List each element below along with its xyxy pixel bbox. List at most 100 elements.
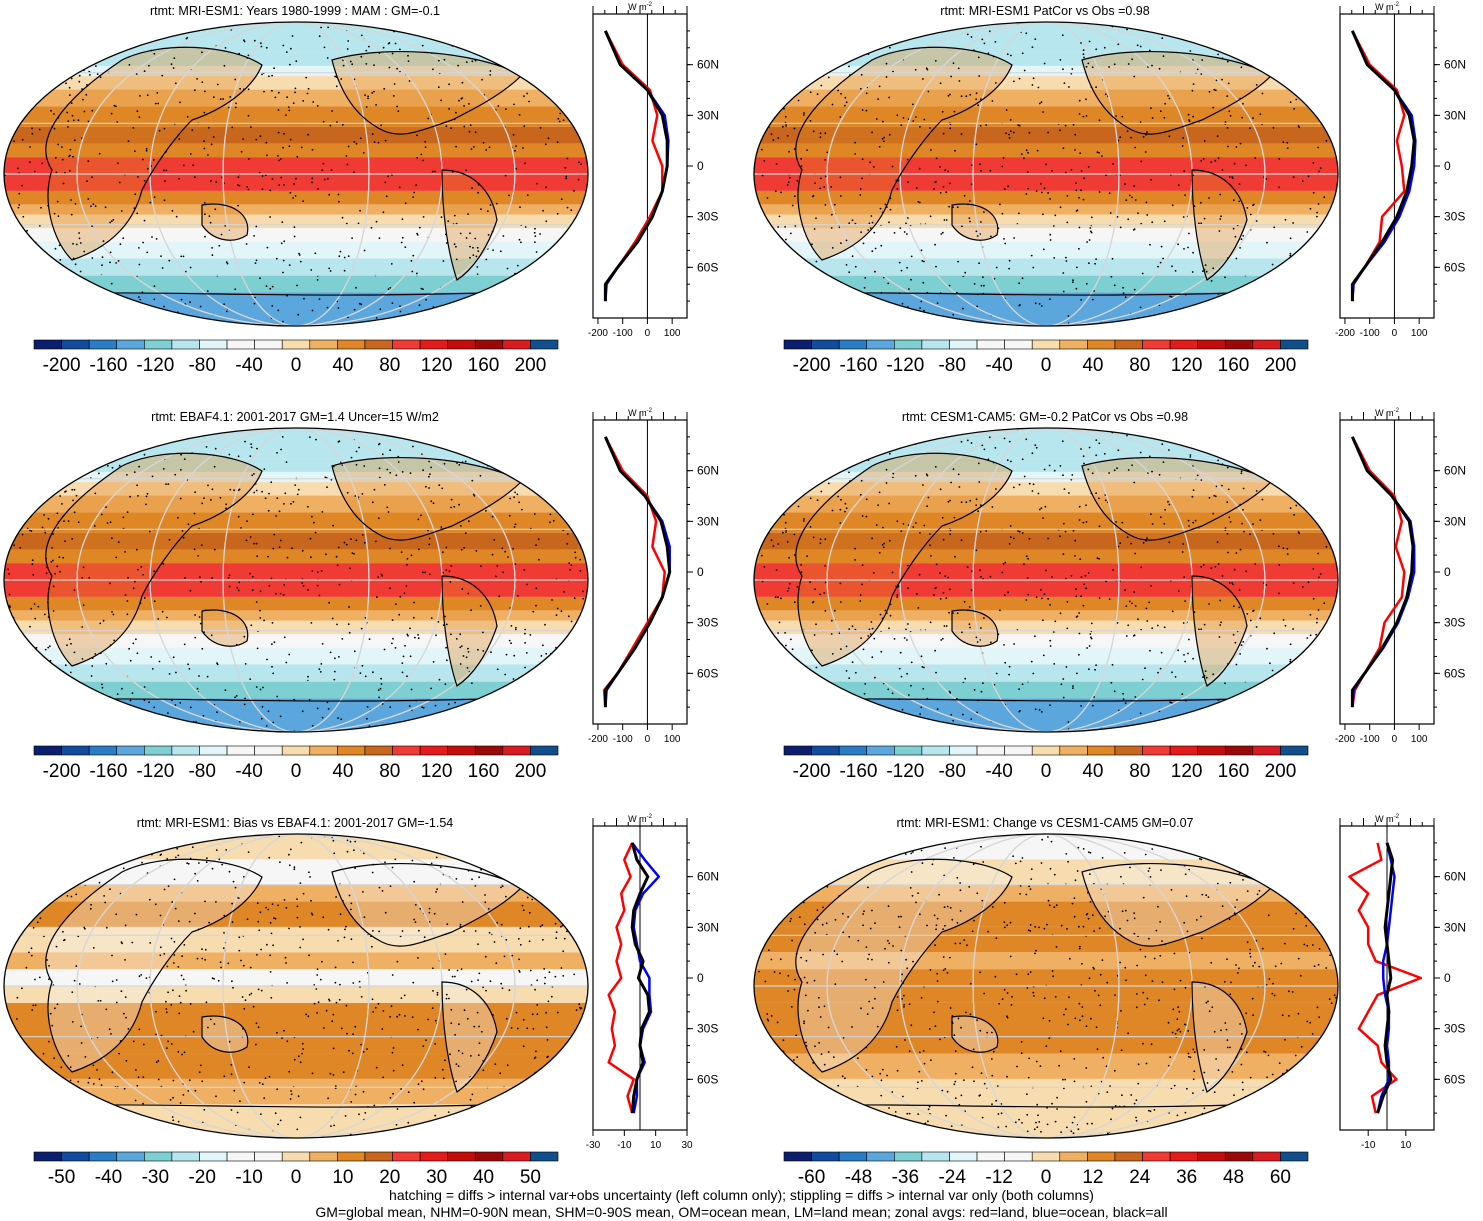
stipple-dot xyxy=(234,106,237,109)
stipple-dot xyxy=(412,445,414,448)
stipple-dot xyxy=(1038,102,1041,105)
stipple-dot xyxy=(1072,123,1075,126)
stipple-dot xyxy=(20,1088,22,1091)
stipple-dot xyxy=(369,324,371,326)
stipple-dot xyxy=(289,191,292,194)
stipple-dot xyxy=(454,1119,457,1121)
stipple-dot xyxy=(777,226,779,228)
stipple-dot xyxy=(4,197,6,199)
stipple-dot xyxy=(1007,185,1009,188)
stipple-dot xyxy=(179,1102,182,1104)
stipple-dot xyxy=(59,495,61,497)
stipple-dot xyxy=(549,521,551,524)
stipple-dot xyxy=(261,490,263,493)
colorbar-swatch xyxy=(1059,745,1088,756)
stipple-dot xyxy=(208,921,211,924)
stipple-dot xyxy=(149,201,152,204)
stipple-dot xyxy=(205,320,207,322)
stipple-dot xyxy=(445,569,448,571)
stipple-dot xyxy=(854,265,857,268)
stipple-dot xyxy=(863,702,865,705)
stipple-dot xyxy=(1216,135,1219,137)
stipple-dot xyxy=(1047,537,1049,540)
stipple-dot xyxy=(1278,564,1281,566)
stipple-dot xyxy=(1286,547,1289,550)
stipple-dot xyxy=(315,988,318,990)
stipple-dot xyxy=(299,260,302,263)
stipple-dot xyxy=(1199,714,1202,716)
stipple-dot xyxy=(920,706,923,709)
stipple-dot xyxy=(256,902,259,904)
stipple-dot xyxy=(1312,162,1315,164)
stipple-dot xyxy=(88,576,91,579)
stipple-dot xyxy=(9,488,12,491)
stipple-dot xyxy=(762,244,764,247)
stipple-dot xyxy=(540,728,543,731)
stipple-dot xyxy=(1080,576,1083,578)
stipple-dot xyxy=(239,87,242,90)
profile-lat-label: 60N xyxy=(697,464,719,478)
stipple-dot xyxy=(1292,582,1295,585)
stipple-dot xyxy=(907,181,909,184)
stipple-dot xyxy=(1048,464,1051,467)
stipple-dot xyxy=(259,609,261,612)
stipple-dot xyxy=(510,1027,513,1029)
stipple-dot xyxy=(902,117,905,119)
stipple-dot xyxy=(501,292,503,295)
stipple-dot xyxy=(12,123,15,126)
stipple-dot xyxy=(54,247,57,250)
stipple-dot xyxy=(844,502,847,505)
stipple-dot xyxy=(389,587,391,590)
stipple-dot xyxy=(442,1077,445,1080)
coastline xyxy=(45,46,263,261)
stipple-dot xyxy=(906,158,909,161)
stipple-dot xyxy=(861,583,863,586)
stipple-dot xyxy=(236,1111,239,1114)
stipple-dot xyxy=(539,925,542,928)
stipple-dot xyxy=(328,193,331,196)
stipple-dot xyxy=(982,577,985,580)
stipple-dot xyxy=(976,641,979,643)
stipple-dot xyxy=(556,607,559,610)
stipple-dot xyxy=(61,680,64,683)
stipple-dot xyxy=(118,181,121,184)
stipple-dot xyxy=(316,105,319,107)
stipple-dot xyxy=(480,1030,483,1033)
stipple-dot xyxy=(434,704,437,707)
stipple-dot xyxy=(413,880,416,883)
stipple-dot xyxy=(88,289,91,292)
stipple-dot xyxy=(1133,591,1136,593)
stipple-dot xyxy=(552,690,555,693)
stipple-dot xyxy=(800,286,803,288)
stipple-dot xyxy=(1208,496,1211,499)
stipple-dot xyxy=(409,655,412,658)
stipple-dot xyxy=(560,967,563,969)
stipple-dot xyxy=(579,1007,582,1010)
stipple-dot xyxy=(1177,590,1180,593)
stipple-dot xyxy=(809,581,811,583)
stipple-dot xyxy=(321,643,324,645)
stipple-dot xyxy=(1313,680,1315,683)
stipple-dot xyxy=(194,1089,197,1092)
profile-lat-label: 60S xyxy=(1444,260,1465,274)
stipple-dot xyxy=(487,908,490,910)
colorbar-label: 40 xyxy=(332,761,353,782)
stipple-dot xyxy=(67,126,69,128)
stipple-dot xyxy=(1090,216,1093,219)
stipple-dot xyxy=(859,594,862,596)
stipple-dot xyxy=(53,127,56,130)
stipple-dot xyxy=(112,613,115,616)
stipple-dot xyxy=(31,886,34,889)
stipple-dot xyxy=(1187,113,1190,116)
stipple-dot xyxy=(445,997,448,1000)
stipple-dot xyxy=(28,486,31,489)
stipple-dot xyxy=(476,246,479,249)
stipple-dot xyxy=(146,492,149,495)
stipple-dot xyxy=(73,589,76,591)
stipple-dot xyxy=(1110,681,1113,684)
stipple-dot xyxy=(900,530,903,533)
stipple-dot xyxy=(297,1055,300,1058)
stipple-dot xyxy=(275,257,278,260)
stipple-dot xyxy=(30,437,32,440)
stipple-dot xyxy=(969,93,972,96)
